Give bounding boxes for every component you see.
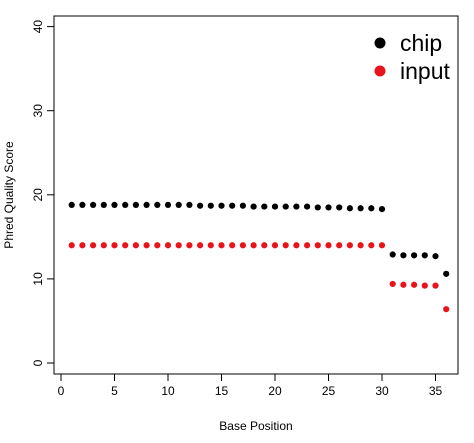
- chip-point: [368, 205, 375, 212]
- chip-point: [378, 205, 386, 213]
- input-point: [293, 242, 300, 249]
- chip-point: [207, 202, 214, 209]
- input-point: [207, 242, 214, 249]
- x-tick-label: 30: [375, 384, 389, 398]
- data-points: [68, 201, 450, 313]
- chip-point: [261, 203, 268, 210]
- input-point: [271, 242, 279, 249]
- legend-marker-chip: [374, 37, 386, 49]
- input-point: [304, 242, 311, 249]
- input-point: [346, 242, 353, 249]
- chip-point: [357, 205, 364, 212]
- input-point: [90, 242, 97, 249]
- input-point: [186, 242, 193, 249]
- chip-point: [336, 204, 343, 211]
- input-point: [132, 242, 139, 249]
- input-point: [378, 242, 386, 249]
- chip-point: [443, 270, 450, 277]
- chip-point: [282, 203, 289, 210]
- legend-marker-input: [374, 65, 386, 77]
- chip-point: [229, 202, 236, 209]
- x-tick-label: 35: [429, 384, 443, 398]
- input-point: [336, 242, 343, 249]
- input-point: [68, 242, 75, 249]
- chip-point: [111, 201, 118, 208]
- input-point: [143, 242, 150, 249]
- chip-point: [175, 201, 182, 208]
- input-point: [122, 242, 129, 249]
- input-point: [79, 242, 86, 249]
- chip-point: [218, 202, 225, 209]
- chip-point: [90, 201, 97, 208]
- input-point: [197, 242, 204, 249]
- input-point: [111, 242, 118, 249]
- input-point: [164, 242, 172, 249]
- x-tick-label: 15: [215, 384, 229, 398]
- input-point: [250, 242, 257, 249]
- y-axis: 0 10 20 30 40: [31, 20, 55, 366]
- x-tick-label: 10: [161, 384, 175, 398]
- input-point: [100, 242, 107, 249]
- x-tick-label: 0: [58, 384, 65, 398]
- plot-frame: [53, 15, 459, 375]
- input-point: [229, 242, 236, 249]
- input-point: [421, 282, 428, 289]
- chip-point: [164, 201, 172, 208]
- input-point: [175, 242, 182, 249]
- input-point: [261, 242, 268, 249]
- legend-label-chip: chip: [400, 30, 442, 56]
- y-tick-label: 0: [31, 359, 45, 366]
- chip-point: [143, 201, 150, 208]
- input-point: [218, 242, 225, 249]
- input-point: [389, 280, 396, 288]
- input-point: [239, 242, 246, 249]
- chip-point: [304, 203, 311, 210]
- y-tick-label: 20: [31, 188, 45, 202]
- chip-point: [411, 252, 418, 259]
- input-point: [282, 242, 289, 249]
- input-point: [314, 242, 321, 249]
- chip-point: [421, 252, 428, 259]
- x-tick-label: 5: [111, 384, 118, 398]
- input-point: [154, 242, 161, 249]
- chip-point: [400, 252, 407, 259]
- chip-point: [100, 201, 107, 208]
- chip-point: [186, 201, 193, 208]
- chip-point: [325, 204, 332, 211]
- chip-point: [197, 202, 204, 209]
- chip-point: [122, 201, 129, 208]
- y-tick-label: 30: [31, 104, 45, 118]
- chip-point: [346, 205, 353, 212]
- input-point: [357, 242, 364, 249]
- chip-point: [79, 201, 86, 208]
- chip-point: [132, 201, 139, 208]
- chip-point: [250, 203, 257, 210]
- input-point: [325, 242, 332, 249]
- x-axis-title: Base Position: [219, 419, 292, 433]
- input-point: [443, 306, 450, 313]
- chip-point: [389, 251, 396, 258]
- y-tick-label: 40: [31, 20, 45, 34]
- chip-point: [314, 204, 321, 211]
- input-point: [368, 242, 375, 249]
- legend-label-input: input: [400, 58, 450, 84]
- chip-point: [271, 203, 279, 210]
- chip-point: [154, 201, 161, 208]
- input-point: [411, 281, 418, 288]
- chip-point: [239, 202, 246, 209]
- chip-point: [293, 203, 300, 210]
- input-point: [400, 281, 407, 288]
- y-tick-label: 10: [31, 272, 45, 286]
- chip-point: [68, 201, 75, 208]
- x-tick-label: 20: [268, 384, 282, 398]
- y-axis-title: Phred Quality Score: [2, 141, 16, 249]
- chip-point: [432, 253, 439, 260]
- x-axis: 0 5 10 15 20 25 30 35: [58, 373, 443, 398]
- input-point: [432, 282, 439, 289]
- x-tick-label: 25: [322, 384, 336, 398]
